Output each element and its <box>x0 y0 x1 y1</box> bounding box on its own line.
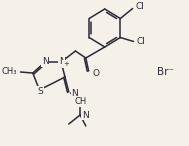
Text: +: + <box>63 61 69 67</box>
Text: N: N <box>72 88 78 98</box>
Text: CH: CH <box>74 98 86 106</box>
Text: Cl: Cl <box>136 37 145 46</box>
Text: O: O <box>92 68 99 78</box>
Text: CH₃: CH₃ <box>1 67 17 77</box>
Text: Cl: Cl <box>136 2 144 11</box>
Text: Br⁻: Br⁻ <box>157 67 174 77</box>
Text: N: N <box>59 58 66 66</box>
Text: N: N <box>82 111 89 119</box>
Text: S: S <box>37 86 43 95</box>
Text: N: N <box>42 58 48 66</box>
